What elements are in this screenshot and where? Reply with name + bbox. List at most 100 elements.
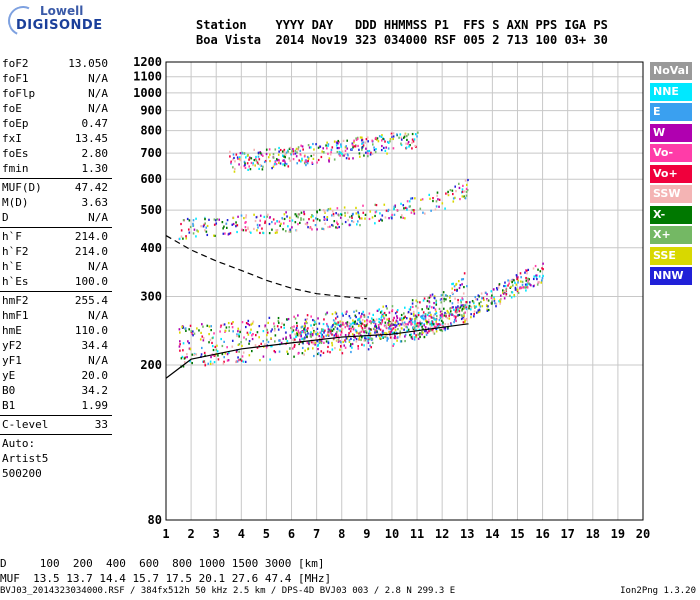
param-key: h`F <box>2 230 22 243</box>
echo-point <box>327 325 330 328</box>
echo-point <box>232 321 234 324</box>
echo-point <box>470 305 473 309</box>
echo-point <box>447 311 449 314</box>
echo-point <box>407 133 410 136</box>
echo-point <box>457 308 459 311</box>
echo-point <box>291 347 294 350</box>
echo-point <box>286 350 288 353</box>
echo-point <box>346 153 349 156</box>
echo-point <box>422 311 425 314</box>
echo-point <box>480 300 482 304</box>
echo-point <box>446 294 449 298</box>
echo-point <box>508 282 510 285</box>
echo-point <box>210 325 212 328</box>
echo-point <box>330 328 333 332</box>
echo-point <box>213 332 215 335</box>
echo-point <box>407 142 409 145</box>
echo-point <box>424 315 427 318</box>
echo-point <box>412 326 414 329</box>
echo-point <box>417 333 420 336</box>
echo-point <box>239 358 242 361</box>
echo-point <box>369 335 371 338</box>
echo-point <box>291 219 294 222</box>
x-tick-label: 10 <box>385 527 399 541</box>
echo-point <box>235 153 238 156</box>
echo-point <box>410 333 412 336</box>
echo-point <box>367 155 369 158</box>
echo-point <box>304 326 306 329</box>
echo-point <box>312 219 315 222</box>
echo-point <box>400 214 403 217</box>
echo-point <box>339 344 342 348</box>
echo-point <box>212 348 215 352</box>
echo-point <box>276 228 279 232</box>
echo-point <box>389 321 392 324</box>
echo-point <box>198 329 200 332</box>
echo-point <box>245 214 248 217</box>
echo-point <box>288 147 291 150</box>
echo-point <box>486 293 488 296</box>
echo-point <box>443 314 446 317</box>
echo-point <box>343 344 346 347</box>
echo-point <box>286 340 289 343</box>
echo-point <box>339 325 342 328</box>
echo-point <box>316 327 319 330</box>
echo-point <box>441 329 444 333</box>
echo-point <box>196 327 198 330</box>
echo-point <box>335 226 337 229</box>
echo-point <box>295 335 298 338</box>
echo-point <box>276 220 278 223</box>
echo-point <box>208 341 210 344</box>
echo-point <box>341 150 344 153</box>
echo-point <box>447 323 450 326</box>
echo-point <box>351 142 354 145</box>
echo-point <box>414 320 416 323</box>
echo-point <box>420 315 422 318</box>
y-tick-label: 600 <box>140 172 162 186</box>
param-row: foFlp N/A <box>0 86 112 101</box>
echo-point <box>392 327 395 330</box>
echo-point <box>490 290 493 293</box>
echo-point <box>375 138 378 141</box>
echo-point <box>441 322 444 325</box>
echo-point <box>250 350 253 353</box>
echo-point <box>266 328 269 331</box>
echo-point <box>181 325 183 328</box>
echo-point <box>238 350 240 353</box>
param-value: N/A <box>88 260 108 273</box>
echo-point <box>219 325 222 329</box>
echo-point <box>444 294 447 297</box>
echo-point <box>491 300 493 303</box>
echo-point <box>415 334 417 337</box>
param-row: B0 34.2 <box>0 383 112 398</box>
echo-point <box>454 185 457 188</box>
echo-point <box>182 342 185 345</box>
echo-point <box>321 227 323 230</box>
echo-point <box>451 287 454 290</box>
echo-point <box>301 352 304 355</box>
echo-point <box>369 332 372 335</box>
echo-point <box>435 303 438 306</box>
echo-point <box>295 215 298 218</box>
echo-point <box>304 322 306 325</box>
echo-point <box>433 295 436 298</box>
echo-point <box>348 339 351 342</box>
echo-point <box>516 290 519 293</box>
echo-point <box>331 348 334 351</box>
echo-point <box>319 340 321 343</box>
panel-divider <box>0 178 112 179</box>
param-value: 34.4 <box>81 339 109 352</box>
echo-point <box>300 218 302 221</box>
echo-point <box>237 327 240 330</box>
echo-point <box>437 325 440 328</box>
echo-point <box>339 333 342 336</box>
echo-point <box>202 225 205 228</box>
echo-point <box>350 343 352 346</box>
echo-point <box>258 345 261 348</box>
param-key: D <box>2 211 9 224</box>
echo-point <box>294 149 297 152</box>
echo-point <box>244 166 247 170</box>
echo-point <box>412 327 415 331</box>
echo-point <box>312 331 315 334</box>
x-tick-label: 5 <box>263 527 270 541</box>
